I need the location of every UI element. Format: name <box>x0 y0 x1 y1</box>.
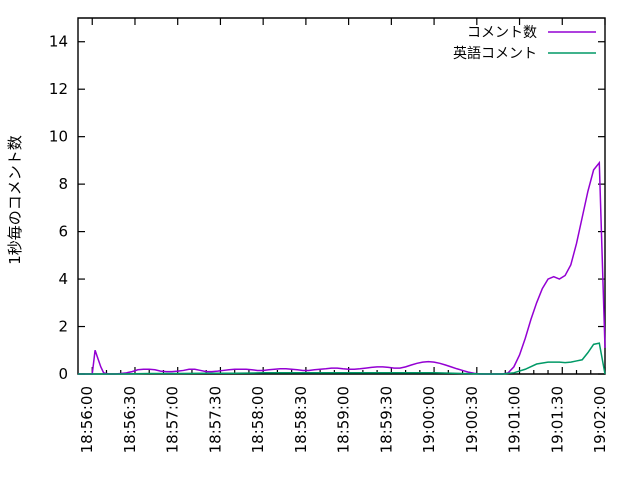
y-tick-label: 14 <box>49 33 68 51</box>
legend-label: 英語コメント <box>453 45 537 62</box>
x-axis-ticks: 18:56:00 18:56:30 18:57:00 18:57:30 18:58:00… <box>78 18 609 453</box>
y-tick-label: 0 <box>58 365 68 383</box>
y-tick-label: 12 <box>49 80 68 98</box>
x-tick-label: 18:57:00 <box>164 386 182 453</box>
x-tick-label: 19:00:30 <box>463 386 481 453</box>
x-tick-label: 18:57:30 <box>206 386 224 453</box>
x-tick-label: 18:58:30 <box>292 386 310 453</box>
series-line-1 <box>78 160 606 375</box>
x-tick-label: 19:01:30 <box>548 386 566 453</box>
x-tick-label: 18:56:30 <box>121 386 139 453</box>
y-axis-label: 1秒毎のコメント数 <box>6 135 24 265</box>
y-tick-label: 6 <box>58 223 68 241</box>
x-tick-label: 19:00:00 <box>420 386 438 453</box>
y-tick-label: 10 <box>49 128 68 146</box>
legend-label: コメント数 <box>467 25 537 41</box>
y-tick-label: 2 <box>58 318 68 336</box>
x-tick-label: 19:01:00 <box>506 386 524 453</box>
x-tick-label: 18:58:00 <box>249 386 267 453</box>
y-axis-ticks: 0 2 4 6 8 10 12 14 <box>49 33 605 383</box>
y-tick-label: 8 <box>58 175 68 193</box>
y-tick-label: 4 <box>58 270 68 288</box>
data-series-group <box>78 160 606 375</box>
x-tick-label: 18:59:00 <box>335 386 353 453</box>
series-line-2 <box>78 342 606 375</box>
x-tick-label: 18:56:00 <box>78 386 96 453</box>
x-tick-label: 18:59:30 <box>377 386 395 453</box>
x-tick-label: 19:02:00 <box>591 386 609 453</box>
